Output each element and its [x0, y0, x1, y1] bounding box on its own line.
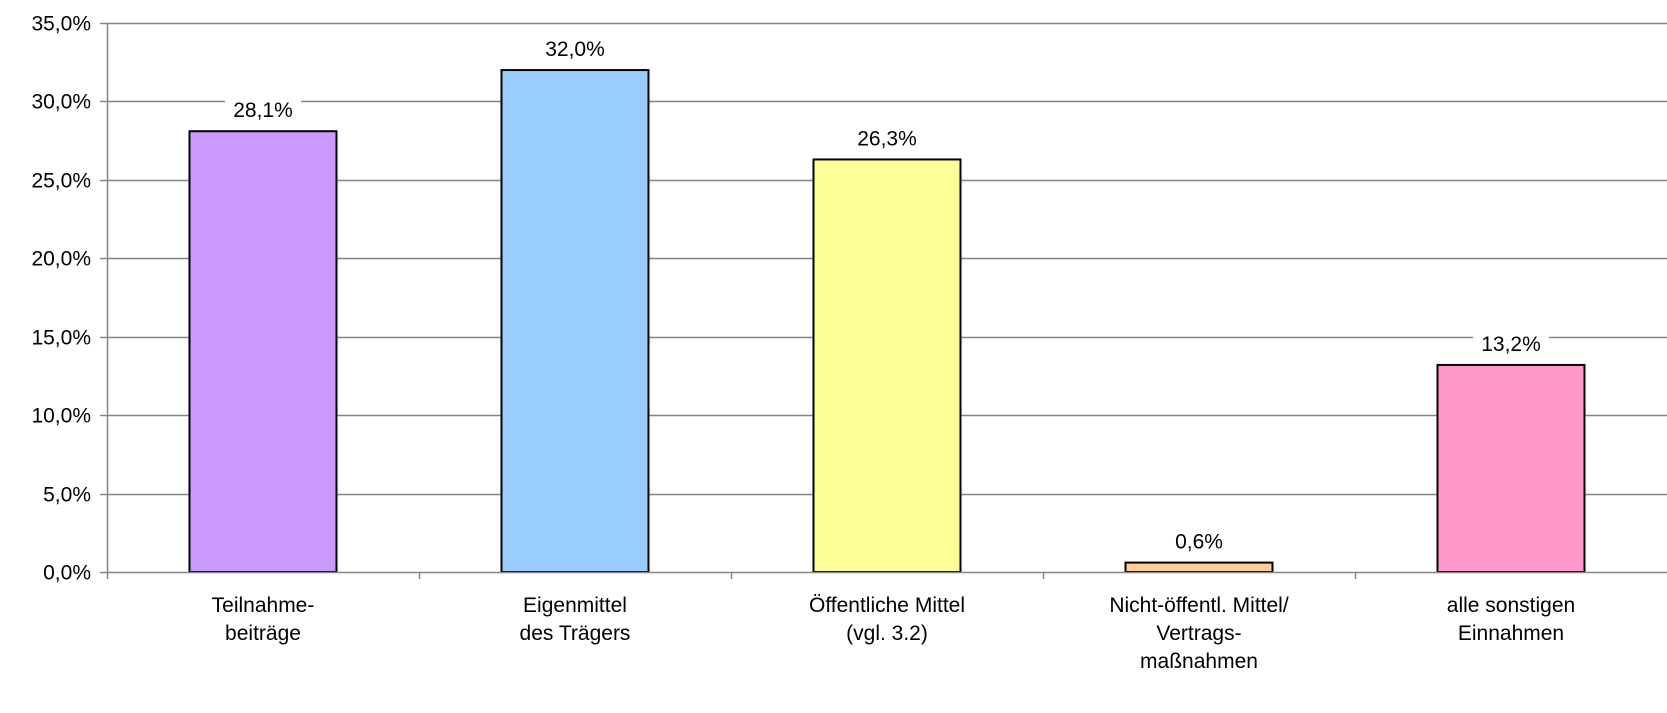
data-label: 0,6%: [1175, 531, 1223, 554]
bar: [812, 158, 962, 573]
x-axis-category-labels: Teilnahme-beiträge Eigenmittel des Trägers…: [212, 594, 1576, 673]
y-tick-label: 0,0%: [43, 562, 91, 585]
y-tick-label: 5,0%: [43, 484, 91, 507]
y-tick-label: 25,0%: [31, 170, 91, 193]
x-category-label: alle sonstigen Einnahmen: [1447, 594, 1575, 645]
data-label-background: [225, 95, 301, 126]
y-axis-tick-labels: 0,0% 5,0% 10,0% 15,0% 20,0% 25,0% 30,0% 35,0%: [31, 13, 91, 585]
axes: [100, 22, 1667, 579]
bar: [1436, 363, 1586, 573]
y-tick-label: 15,0%: [31, 327, 91, 350]
data-label-background: [1473, 328, 1549, 359]
x-category-label: Nicht-öffentl. Mittel/Vertrags-maßnahmen: [1109, 594, 1289, 673]
data-label: 26,3%: [857, 127, 917, 150]
x-category-label: Teilnahme-beiträge: [212, 594, 315, 645]
data-label: 13,2%: [1481, 333, 1541, 356]
bar: [500, 69, 650, 574]
x-category-label: Eigenmittel des Trägers: [520, 594, 631, 645]
x-category-label: Öffentliche Mittel (vgl. 3.2): [809, 594, 965, 645]
y-tick-label: 35,0%: [31, 13, 91, 36]
y-tick-label: 30,0%: [31, 91, 91, 114]
bar: [1124, 561, 1274, 573]
bars: [188, 69, 1586, 574]
data-labels: 28,1% 32,0% 26,3% 0,6% 13,2%: [225, 34, 1549, 557]
data-label-background: [537, 34, 613, 65]
data-label: 32,0%: [545, 38, 605, 61]
data-label-background: [849, 123, 925, 154]
data-label-background: [1167, 526, 1231, 557]
y-tick-label: 20,0%: [31, 248, 91, 271]
data-label: 28,1%: [233, 99, 293, 122]
y-tick-label: 10,0%: [31, 405, 91, 428]
bar: [188, 130, 338, 574]
